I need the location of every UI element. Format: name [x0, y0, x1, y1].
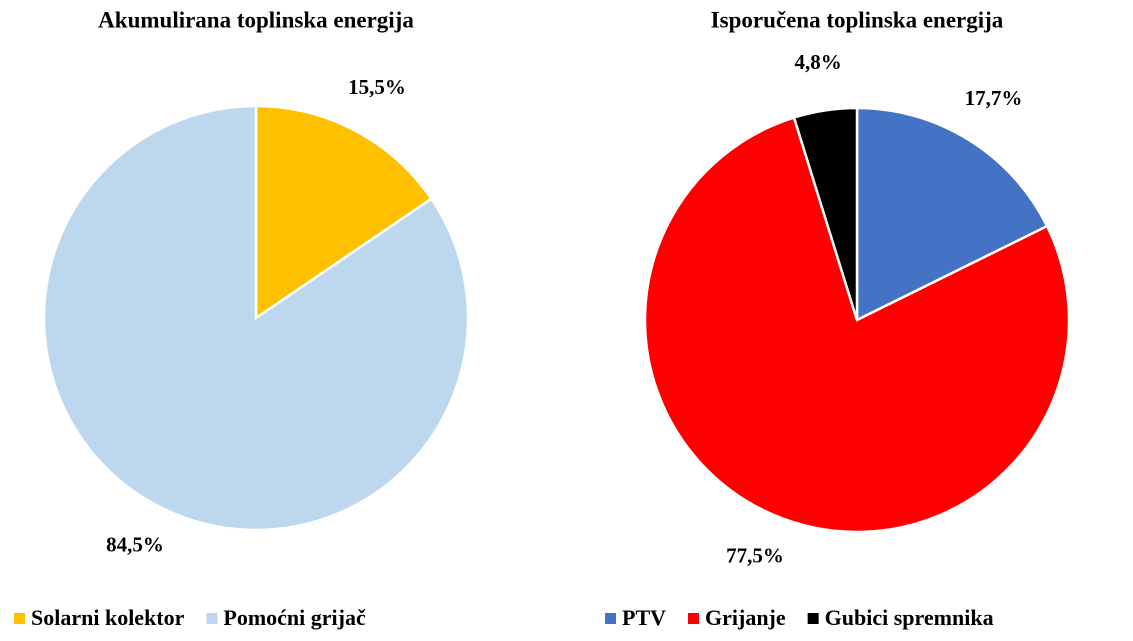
legend-swatch: [605, 613, 616, 624]
data-label: 84,5%: [106, 532, 164, 556]
legend-swatch: [688, 613, 699, 624]
legend-label: Gubici spremnika: [825, 605, 994, 630]
legend-label: Pomoćni grijač: [223, 605, 366, 630]
chart-title: Isporučena toplinska energija: [711, 7, 1004, 32]
data-label: 17,7%: [965, 86, 1023, 110]
legend-label: Solarni kolektor: [31, 605, 185, 630]
legend-swatch: [14, 613, 25, 624]
legend-swatch: [807, 613, 819, 624]
legend-label: PTV: [622, 605, 666, 630]
data-label: 4,8%: [795, 50, 842, 74]
chart-title: Akumulirana toplinska energija: [98, 7, 414, 32]
data-label: 77,5%: [726, 544, 784, 568]
pie-slice: [42, 104, 470, 532]
legend-label: Grijanje: [705, 605, 786, 630]
pie-slice: [254, 104, 434, 321]
legend-swatch: [206, 613, 218, 624]
pie-slice: [855, 106, 1049, 323]
pie-slice: [792, 106, 859, 321]
pie-slice: [643, 116, 1071, 534]
data-label: 15,5%: [348, 75, 406, 99]
